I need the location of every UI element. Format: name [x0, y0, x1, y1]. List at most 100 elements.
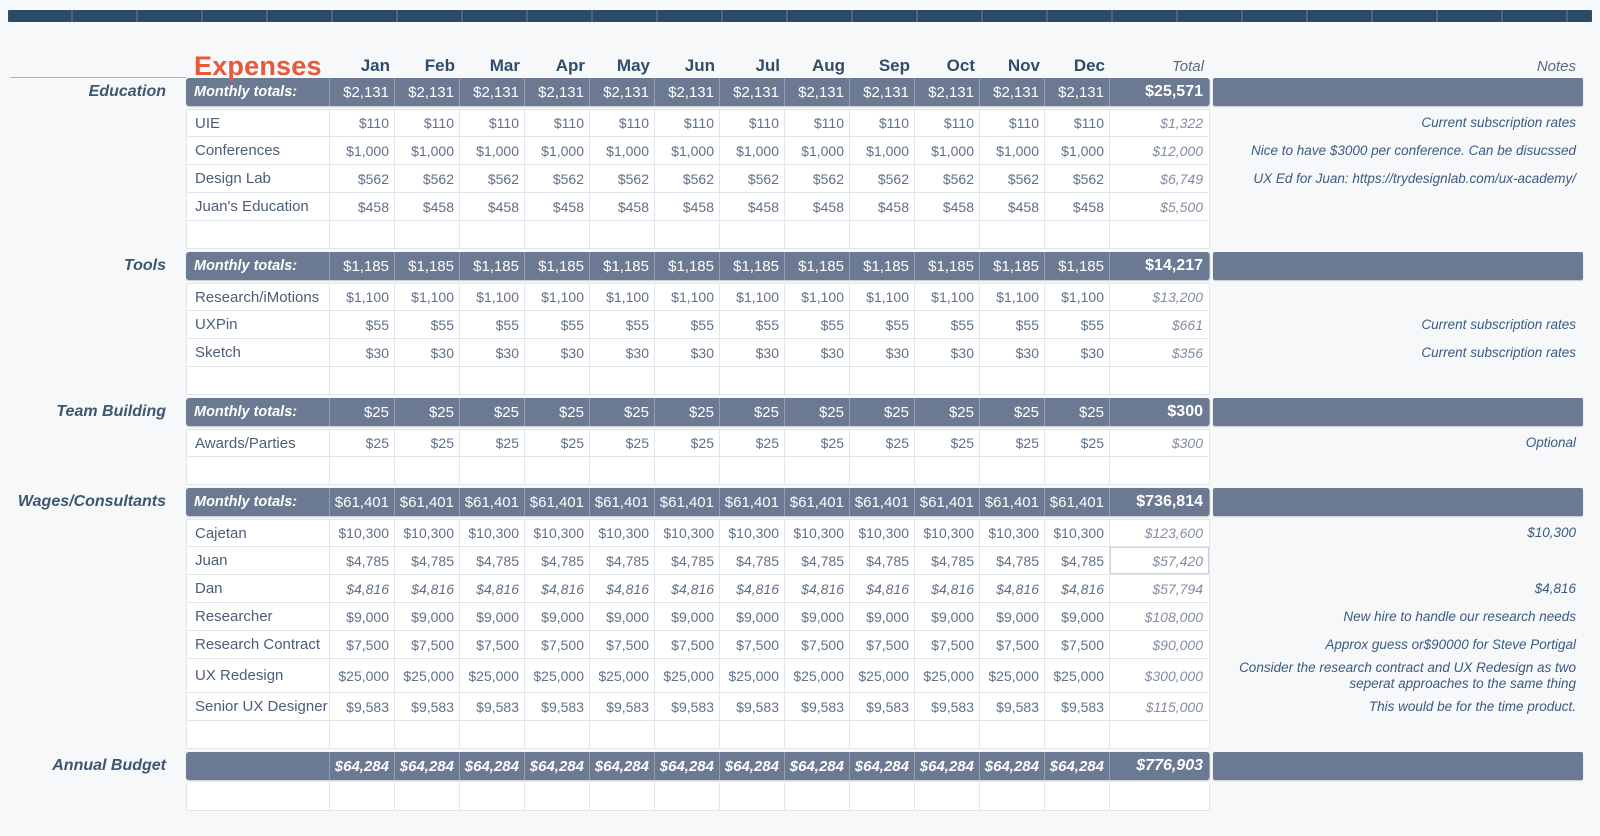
empty-cell[interactable] — [915, 721, 980, 749]
monthly-total-cell[interactable]: $25 — [915, 398, 980, 426]
empty-cell[interactable] — [590, 457, 655, 485]
month-value-cell[interactable]: $9,583 — [915, 693, 980, 721]
expense-label-cell[interactable]: Dan — [186, 575, 330, 603]
annual-month-cell[interactable]: $64,284 — [330, 752, 395, 780]
expense-label-cell[interactable]: Research/iMotions — [186, 283, 330, 311]
monthly-total-cell[interactable]: $2,131 — [1045, 78, 1110, 106]
month-value-cell[interactable]: $110 — [590, 109, 655, 137]
monthly-total-cell[interactable]: $2,131 — [980, 78, 1045, 106]
month-value-cell[interactable]: $110 — [395, 109, 460, 137]
month-value-cell[interactable]: $30 — [1045, 339, 1110, 367]
row-total-cell[interactable]: $115,000 — [1110, 693, 1210, 721]
month-value-cell[interactable]: $25 — [460, 429, 525, 457]
month-value-cell[interactable]: $1,100 — [1045, 283, 1110, 311]
monthly-total-cell[interactable]: $25 — [590, 398, 655, 426]
month-value-cell[interactable]: $4,785 — [590, 547, 655, 575]
expense-label-cell[interactable]: Juan — [186, 547, 330, 575]
month-value-cell[interactable]: $1,100 — [850, 283, 915, 311]
month-value-cell[interactable]: $9,000 — [915, 603, 980, 631]
month-value-cell[interactable]: $9,583 — [785, 693, 850, 721]
empty-cell[interactable] — [395, 783, 460, 811]
empty-cell[interactable] — [186, 457, 330, 485]
empty-cell[interactable] — [915, 367, 980, 395]
empty-cell[interactable] — [460, 721, 525, 749]
month-value-cell[interactable]: $7,500 — [720, 631, 785, 659]
month-value-cell[interactable]: $7,500 — [785, 631, 850, 659]
month-value-cell[interactable]: $4,816 — [785, 575, 850, 603]
monthly-total-cell[interactable]: $2,131 — [395, 78, 460, 106]
month-value-cell[interactable]: $25,000 — [720, 659, 785, 693]
month-value-cell[interactable]: $7,500 — [850, 631, 915, 659]
empty-cell[interactable] — [395, 367, 460, 395]
expense-label-cell[interactable]: Senior UX Designer — [186, 693, 330, 721]
month-value-cell[interactable]: $562 — [655, 165, 720, 193]
expense-label-cell[interactable]: Conferences — [186, 137, 330, 165]
empty-cell[interactable] — [1110, 457, 1210, 485]
monthly-total-cell[interactable]: $1,185 — [720, 252, 785, 280]
annual-month-cell[interactable]: $64,284 — [395, 752, 460, 780]
note-cell[interactable] — [1210, 547, 1580, 575]
month-value-cell[interactable]: $110 — [330, 109, 395, 137]
month-value-cell[interactable]: $9,583 — [850, 693, 915, 721]
month-value-cell[interactable]: $55 — [330, 311, 395, 339]
month-value-cell[interactable]: $562 — [330, 165, 395, 193]
empty-cell[interactable] — [850, 367, 915, 395]
empty-cell[interactable] — [186, 221, 330, 249]
empty-cell[interactable] — [980, 457, 1045, 485]
note-cell[interactable] — [1210, 283, 1580, 311]
month-value-cell[interactable]: $4,785 — [850, 547, 915, 575]
empty-cell[interactable] — [655, 367, 720, 395]
month-value-cell[interactable]: $30 — [720, 339, 785, 367]
monthly-total-cell[interactable]: $61,401 — [330, 488, 395, 516]
month-value-cell[interactable]: $9,000 — [525, 603, 590, 631]
note-cell[interactable]: $4,816 — [1534, 580, 1576, 596]
empty-cell[interactable] — [655, 783, 720, 811]
month-value-cell[interactable]: $9,000 — [590, 603, 655, 631]
month-value-cell[interactable]: $7,500 — [1045, 631, 1110, 659]
month-value-cell[interactable]: $30 — [525, 339, 590, 367]
monthly-total-cell[interactable]: $61,401 — [850, 488, 915, 516]
empty-cell[interactable] — [1110, 367, 1210, 395]
month-value-cell[interactable]: $110 — [655, 109, 720, 137]
empty-cell[interactable] — [980, 221, 1045, 249]
month-value-cell[interactable]: $4,785 — [720, 547, 785, 575]
expense-label-cell[interactable]: UXPin — [186, 311, 330, 339]
note-cell[interactable]: Optional — [1525, 434, 1576, 450]
month-value-cell[interactable]: $10,300 — [980, 519, 1045, 547]
month-value-cell[interactable]: $10,300 — [330, 519, 395, 547]
section-total-cell[interactable]: $14,217 — [1110, 252, 1210, 280]
empty-cell[interactable] — [186, 783, 330, 811]
month-value-cell[interactable]: $55 — [590, 311, 655, 339]
month-value-cell[interactable]: $4,785 — [980, 547, 1045, 575]
monthly-total-cell[interactable]: $2,131 — [460, 78, 525, 106]
month-value-cell[interactable]: $4,785 — [395, 547, 460, 575]
annual-month-cell[interactable]: $64,284 — [720, 752, 785, 780]
empty-cell[interactable] — [1045, 457, 1110, 485]
monthly-totals-label-cell[interactable]: Monthly totals: — [186, 252, 330, 280]
month-value-cell[interactable]: $1,100 — [395, 283, 460, 311]
month-value-cell[interactable]: $4,816 — [1045, 575, 1110, 603]
row-total-cell[interactable]: $661 — [1110, 311, 1210, 339]
note-cell[interactable] — [1210, 193, 1580, 221]
month-value-cell[interactable]: $4,785 — [1045, 547, 1110, 575]
empty-cell[interactable] — [1045, 367, 1110, 395]
month-value-cell[interactable]: $7,500 — [655, 631, 720, 659]
month-value-cell[interactable]: $25,000 — [1045, 659, 1110, 693]
month-value-cell[interactable]: $7,500 — [460, 631, 525, 659]
empty-cell[interactable] — [395, 457, 460, 485]
annual-month-cell[interactable]: $64,284 — [655, 752, 720, 780]
expense-label-cell[interactable]: Researcher — [186, 603, 330, 631]
monthly-total-cell[interactable]: $61,401 — [720, 488, 785, 516]
month-value-cell[interactable]: $110 — [850, 109, 915, 137]
empty-cell[interactable] — [330, 221, 395, 249]
empty-cell[interactable] — [1110, 721, 1210, 749]
row-total-cell[interactable]: $6,749 — [1110, 165, 1210, 193]
month-value-cell[interactable]: $1,000 — [1045, 137, 1110, 165]
empty-cell[interactable] — [460, 783, 525, 811]
month-value-cell[interactable]: $25 — [590, 429, 655, 457]
month-value-cell[interactable]: $562 — [1045, 165, 1110, 193]
month-value-cell[interactable]: $562 — [395, 165, 460, 193]
month-value-cell[interactable]: $9,000 — [980, 603, 1045, 631]
empty-cell[interactable] — [186, 721, 330, 749]
monthly-total-cell[interactable]: $25 — [525, 398, 590, 426]
